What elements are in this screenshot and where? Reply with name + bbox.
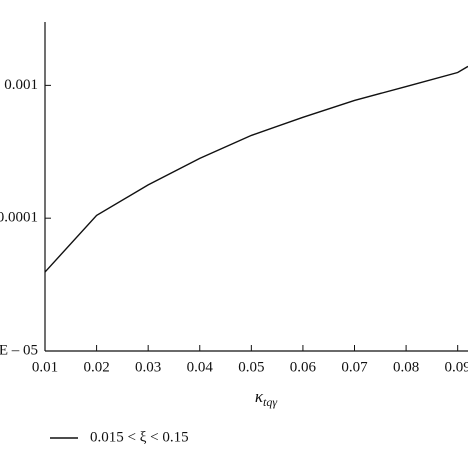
x-tick-label: 0.02 bbox=[83, 359, 109, 375]
y-tick-label: 0.001 bbox=[4, 77, 38, 93]
x-tick-label: 0.08 bbox=[393, 359, 419, 375]
legend-label: 0.015 < ξ < 0.15 bbox=[90, 429, 189, 445]
x-axis-label: κtqγ bbox=[255, 387, 278, 409]
x-label-subscript: tqγ bbox=[263, 395, 277, 409]
y-tick-label: 1E – 05 bbox=[0, 342, 38, 358]
series-line bbox=[44, 65, 468, 273]
y-tick-label: 0.0001 bbox=[0, 210, 38, 226]
x-label-symbol: κ bbox=[255, 387, 264, 406]
x-tick-label: 0.09 bbox=[445, 359, 468, 375]
x-tick-label: 0.01 bbox=[32, 359, 58, 375]
x-tick-label: 0.04 bbox=[187, 359, 214, 375]
x-tick-label: 0.06 bbox=[290, 359, 317, 375]
x-tick-label: 0.07 bbox=[341, 359, 368, 375]
x-tick-label: 0.03 bbox=[135, 359, 161, 375]
x-tick-label: 0.05 bbox=[238, 359, 264, 375]
